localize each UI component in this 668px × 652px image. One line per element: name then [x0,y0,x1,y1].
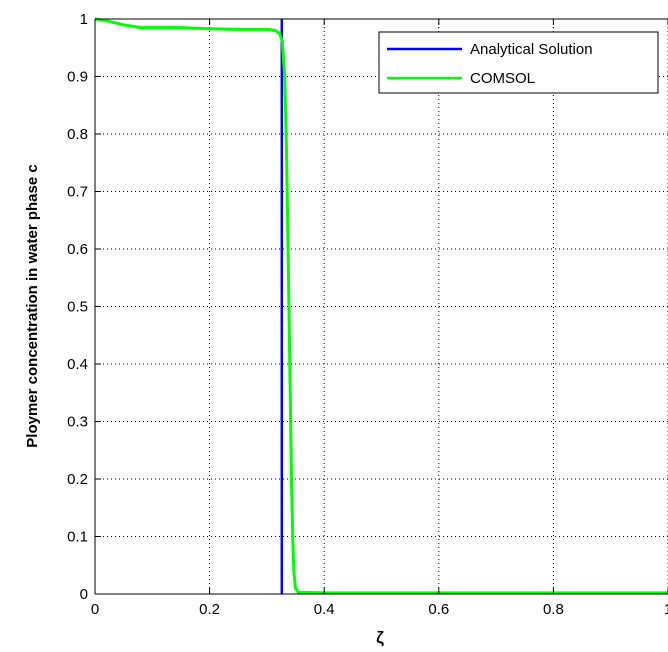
y-tick-label: 0.3 [67,414,88,431]
x-axis-label: ζ [376,628,384,647]
y-tick-label: 0.9 [67,69,88,86]
tick-labels: 0 0.2 0.4 0.6 0.8 1 0 0.1 0.2 0.3 0.4 0.5 0.6 0.7 0.8 0… [67,11,668,618]
y-tick-label: 0 [80,586,88,603]
legend-label-comsol: COMSOL [470,70,535,87]
tick-marks [94,18,668,595]
legend: Analytical Solution COMSOL [378,31,659,94]
x-tick-label: 0.2 [199,601,220,618]
y-tick-label: 0.8 [67,126,88,143]
x-tick-label: 0.6 [428,601,449,618]
plot-area [95,19,668,594]
series-comsol [94,17,668,595]
y-tick-label: 1 [80,11,88,28]
x-tick-label: 1 [664,601,668,618]
y-tick-label: 0.2 [67,471,88,488]
y-tick-label: 0.7 [67,184,88,201]
y-tick-label: 0.6 [67,241,88,258]
x-tick-label: 0 [91,601,99,618]
x-tick-label: 0.4 [314,601,335,618]
series-layer [94,17,668,595]
y-tick-label: 0.1 [67,529,88,546]
y-axis-label: Ploymer concentration in water phase c [24,164,41,447]
legend-label-analytical: Analytical Solution [470,41,593,58]
y-tick-label: 0.5 [67,299,88,316]
x-tick-label: 0.8 [543,601,564,618]
y-tick-label: 0.4 [67,356,88,373]
legend-box [378,31,659,94]
